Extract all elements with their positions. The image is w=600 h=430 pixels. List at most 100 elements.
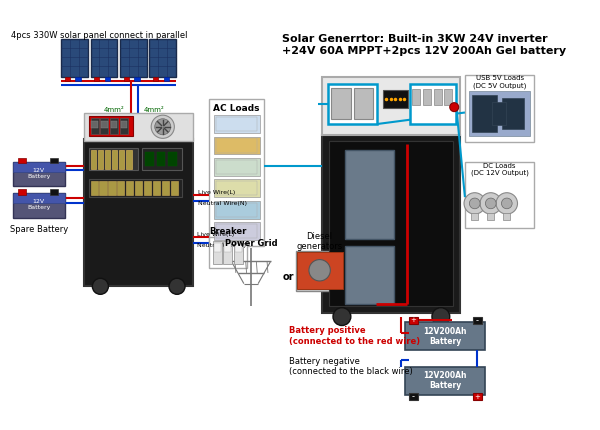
Bar [135, 181, 142, 195]
Bar [109, 181, 116, 195]
Bar [121, 120, 127, 128]
Bar [329, 141, 454, 306]
Bar [164, 77, 169, 81]
Bar [216, 224, 257, 238]
Bar [298, 252, 343, 289]
Bar [214, 115, 260, 133]
Bar [134, 77, 140, 81]
Bar [410, 84, 456, 124]
Text: 12V
Battery: 12V Battery [27, 199, 50, 210]
Bar [503, 213, 511, 220]
Bar [100, 181, 107, 195]
Text: USB 5V Loads
(DC 5V Output): USB 5V Loads (DC 5V Output) [473, 75, 526, 89]
Circle shape [464, 193, 485, 214]
Text: AC Loads: AC Loads [214, 104, 260, 113]
Circle shape [480, 193, 502, 214]
Bar [149, 40, 176, 77]
Text: Neutral Wire(N): Neutral Wire(N) [197, 243, 245, 248]
Bar [153, 77, 158, 81]
Bar [212, 241, 221, 264]
Bar [214, 201, 260, 218]
Bar [153, 181, 160, 195]
Bar [50, 158, 58, 163]
Bar [214, 222, 260, 240]
Text: -: - [476, 316, 479, 325]
Bar [144, 181, 151, 195]
Circle shape [450, 103, 458, 112]
Bar [405, 366, 485, 395]
Bar [405, 322, 485, 350]
Text: 4pcs 330W solar panel connect in parallel: 4pcs 330W solar panel connect in paralle… [11, 31, 188, 40]
Bar [296, 251, 344, 291]
Bar [85, 139, 193, 286]
Circle shape [155, 119, 171, 135]
Text: +: + [475, 394, 481, 400]
Bar [162, 181, 169, 195]
Bar [89, 179, 182, 197]
Text: 12V
Battery: 12V Battery [27, 168, 50, 178]
Bar [216, 203, 257, 217]
Bar [209, 99, 265, 246]
Text: 4mm²: 4mm² [144, 107, 165, 113]
Text: 12V200Ah
Battery: 12V200Ah Battery [424, 326, 467, 346]
Text: +: + [410, 317, 416, 323]
Circle shape [485, 198, 496, 209]
Bar [126, 150, 131, 169]
Bar [145, 152, 154, 166]
Bar [119, 150, 124, 169]
Text: Battery negative
(connected to the black wire): Battery negative (connected to the black… [289, 357, 413, 376]
Text: Power Grid: Power Grid [224, 239, 277, 248]
Bar [491, 102, 506, 125]
Bar [409, 393, 418, 400]
Bar [473, 393, 482, 400]
Bar [465, 162, 535, 228]
Bar [50, 189, 58, 194]
Bar [100, 118, 109, 134]
Circle shape [309, 260, 331, 281]
Bar [89, 148, 138, 170]
Text: Live Wire(L): Live Wire(L) [197, 190, 235, 195]
Bar [105, 150, 110, 169]
Bar [120, 118, 128, 134]
Bar [85, 113, 193, 141]
Text: Spare Battery: Spare Battery [10, 225, 68, 234]
Bar [120, 40, 147, 77]
Bar [124, 77, 129, 81]
Bar [412, 89, 421, 105]
Bar [472, 95, 497, 132]
Bar [471, 213, 478, 220]
Bar [91, 40, 118, 77]
Bar [157, 152, 166, 166]
Bar [469, 91, 530, 136]
Bar [89, 116, 133, 136]
Text: 4mm²: 4mm² [104, 107, 124, 113]
Bar [65, 77, 70, 81]
Bar [216, 138, 257, 153]
Bar [224, 243, 232, 252]
Bar [234, 241, 243, 264]
Text: Live Wire(L): Live Wire(L) [197, 232, 234, 237]
Bar [13, 162, 65, 172]
Bar [216, 117, 257, 131]
Bar [91, 120, 98, 128]
Circle shape [169, 278, 185, 294]
Bar [101, 120, 107, 128]
Bar [91, 150, 96, 169]
Bar [91, 118, 98, 134]
Circle shape [469, 198, 480, 209]
Bar [19, 158, 26, 163]
Text: Battery positive
(connected to the red wire): Battery positive (connected to the red w… [289, 326, 421, 346]
Bar [214, 137, 260, 154]
Bar [344, 246, 394, 304]
Bar [223, 241, 232, 264]
Bar [13, 193, 65, 203]
Bar [171, 181, 178, 195]
Circle shape [92, 278, 109, 294]
Bar [331, 88, 351, 119]
Bar [473, 316, 482, 324]
Bar [328, 84, 377, 124]
Bar [126, 181, 133, 195]
Bar [353, 88, 373, 119]
Bar [383, 90, 408, 108]
Bar [61, 40, 88, 77]
